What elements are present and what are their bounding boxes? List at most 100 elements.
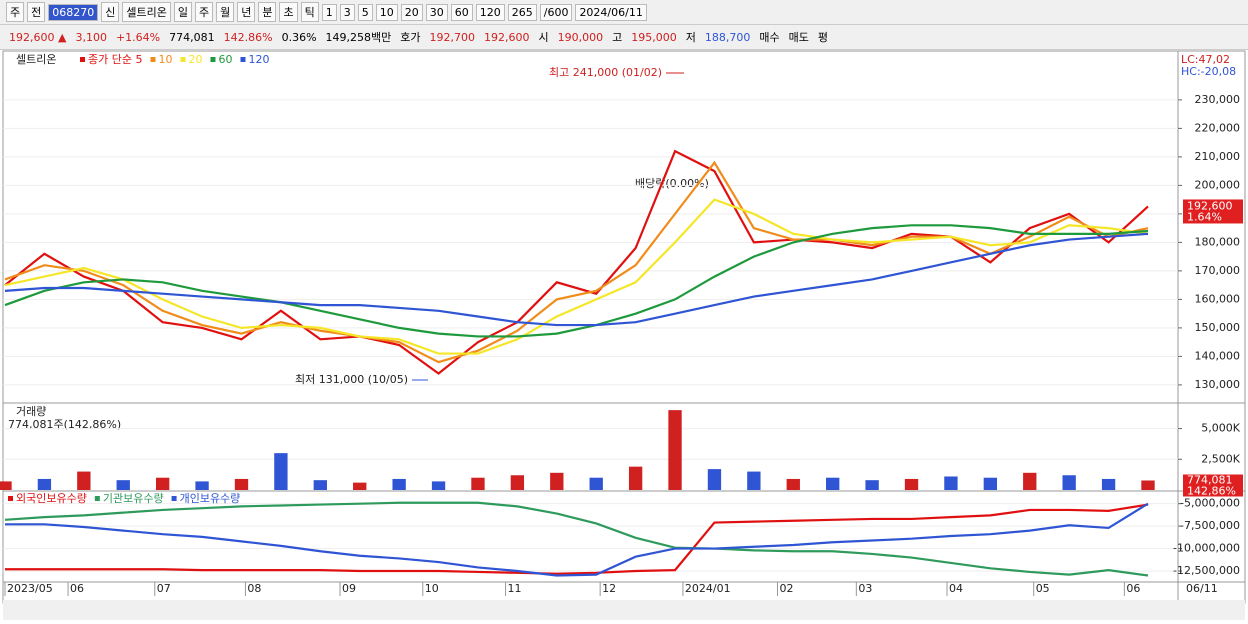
volume-bar [1062,475,1076,490]
volume-bar [786,478,800,490]
toolbar-item[interactable]: 30 [425,3,448,21]
y-tick-label: 160,000 [1195,292,1241,305]
legend-label: 종가 단순 5 [88,53,142,66]
date[interactable]: 2024/06/11 [575,3,647,21]
y-tick-label: 170,000 [1195,264,1241,277]
y-tick-label: -7,500,000 [1180,519,1240,532]
x-tick-label: 07 [157,582,171,595]
volume-bar [944,476,958,490]
quote-item: 고 [612,31,623,44]
volume-bar [353,482,367,490]
quote-bar: 192,600 ▲ 3,100 +1.64% 774,081 142.86% 0.36% 1… [0,25,1248,50]
legend-swatch [240,57,246,62]
volume-bar [431,481,446,490]
toolbar-item[interactable]: 주 [194,2,214,22]
y-tick-label: -5,000,000 [1180,497,1240,510]
x-tick-label: 2024/01 [685,582,731,595]
legend-swatch [210,57,216,62]
toolbar-item[interactable]: 초 [279,2,298,22]
toolbar-item[interactable]: 5 [357,3,373,21]
volume-bar [274,453,288,490]
volume-bar [0,481,12,490]
legend-label: 120 [248,53,269,66]
toolbar-item[interactable]: 셀트리온 [122,2,171,22]
x-tick-label: 06 [1126,582,1140,595]
quote-item: 142.86% [223,30,273,44]
quote-item: 호가 [400,31,421,44]
quote-item: 195,000 [631,30,677,44]
volume-bar [510,475,525,490]
x-tick-label: 12 [602,582,616,595]
legend-label: 기관보유수량 [103,492,164,505]
volume-bar [983,477,998,490]
count[interactable]: 265 [507,3,537,21]
toolbar-item[interactable]: 60 [450,3,473,21]
legend-label: 60 [218,53,232,66]
toolbar-item[interactable]: 068270 [48,3,99,21]
quote-item: 188,700 [704,30,751,44]
last-tag [1183,199,1243,224]
quote-item: 190,000 [557,30,604,44]
toolbar-item[interactable]: 분 [258,2,277,22]
toolbar-item[interactable]: 1 [321,3,337,21]
toolbar-item[interactable]: 20 [400,3,423,21]
quote-item: 시 [538,31,549,44]
series-line [4,198,1149,355]
end-date: 06/11 [1186,582,1218,595]
y-tick-label: 230,000 [1195,93,1241,106]
x-tick-label: 02 [780,582,794,595]
change-label: 1.64% [1187,210,1222,223]
y-tick-label: 180,000 [1195,235,1241,248]
series-line [5,503,1149,575]
x-tick-label: 10 [425,582,439,595]
volume-bar [589,477,603,490]
legend-label: 외국인보유수량 [16,492,87,505]
last-value-label: 774,081 [1187,473,1233,486]
volume-title: 거래량 [16,405,46,418]
x-tick-label: 09 [342,582,356,595]
toolbar-item[interactable]: 120 [475,3,505,21]
toolbar-item[interactable]: 전 [27,2,46,22]
toolbar-item[interactable]: 틱 [300,2,319,22]
volume-bar [77,471,91,490]
series-line [4,149,1149,375]
order-button[interactable]: 매수 [759,31,780,44]
series-line [4,232,1149,327]
last-pct-label: 142,86% [1187,484,1236,497]
volume-bar [707,469,722,490]
y-tick-label: 150,000 [1195,321,1241,334]
legend-swatch [171,496,177,501]
annotation: 배당락(0.00%) [635,177,709,190]
volume-subtitle: 774,081주(142,86%) [8,418,121,431]
quote-item: 149,258백만 [325,31,392,44]
y-tick-label: -12,500,000 [1173,564,1240,577]
x-tick-label: 2023/05 [7,582,53,595]
annotation: 최저 131,000 (10/05) [295,373,408,386]
count-max: /600 [539,3,573,21]
last-tag [1183,474,1243,497]
toolbar-item[interactable]: 주 [6,2,25,22]
toolbar-item[interactable]: 3 [339,3,355,21]
toolbar-item[interactable]: 신 [101,2,120,22]
series-line [5,502,1149,577]
x-tick-label: 03 [858,582,872,595]
legend-swatch [80,57,85,62]
series-line [4,224,1149,338]
toolbar-item[interactable]: 년 [237,2,256,22]
y-tick-label: 5,000K [1201,422,1240,435]
volume-bar [747,471,761,490]
legend-swatch [180,57,186,62]
series-line [4,501,1149,577]
volume-bar [668,410,682,490]
volume-bar [826,477,840,490]
toolbar-item[interactable]: 월 [216,2,235,22]
toolbar-item[interactable]: 10 [375,3,398,21]
order-button[interactable]: 매도 [788,31,809,44]
volume-bar [392,478,406,490]
toolbar-item[interactable]: 일 [173,2,192,22]
y-tick-label: 200,000 [1195,178,1241,191]
quote-item: 192,600 ▲ [9,30,67,44]
volume-bar [155,477,170,490]
order-button[interactable]: 평 [817,31,829,44]
